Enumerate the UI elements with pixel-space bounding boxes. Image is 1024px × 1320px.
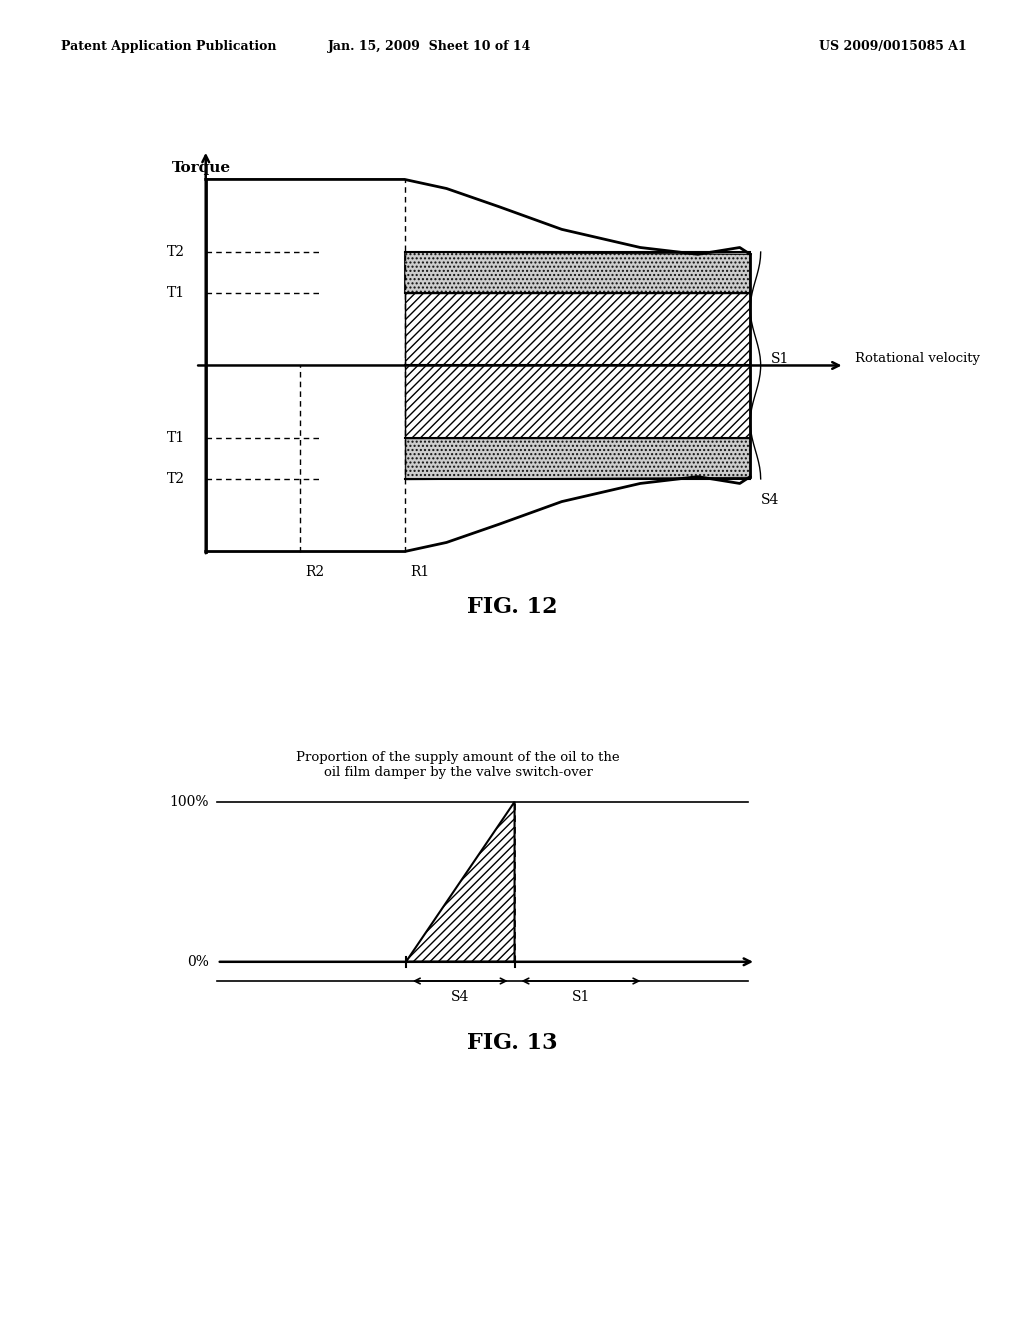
Text: 0%: 0%	[187, 954, 209, 969]
Text: Patent Application Publication: Patent Application Publication	[61, 40, 276, 53]
Text: S1: S1	[771, 351, 790, 366]
Polygon shape	[404, 293, 751, 438]
Text: US 2009/0015085 A1: US 2009/0015085 A1	[819, 40, 967, 53]
Text: FIG. 12: FIG. 12	[467, 597, 557, 618]
Polygon shape	[404, 438, 751, 479]
Text: S1: S1	[571, 990, 590, 1005]
Text: S4: S4	[761, 492, 779, 507]
Text: 100%: 100%	[169, 795, 209, 809]
Polygon shape	[404, 252, 751, 293]
Text: Rotational velocity: Rotational velocity	[855, 352, 980, 366]
Text: Jan. 15, 2009  Sheet 10 of 14: Jan. 15, 2009 Sheet 10 of 14	[329, 40, 531, 53]
Text: T2: T2	[167, 246, 184, 259]
Text: S4: S4	[451, 990, 469, 1005]
Text: Proportion of the supply amount of the oil to the
oil film damper by the valve s: Proportion of the supply amount of the o…	[296, 751, 621, 779]
Text: Torque: Torque	[172, 161, 230, 176]
Text: R2: R2	[305, 565, 325, 579]
Text: T1: T1	[167, 432, 184, 445]
Text: T1: T1	[167, 286, 184, 300]
Text: FIG. 13: FIG. 13	[467, 1032, 557, 1053]
Text: T2: T2	[167, 473, 184, 486]
Polygon shape	[406, 801, 515, 962]
Text: R1: R1	[410, 565, 429, 579]
